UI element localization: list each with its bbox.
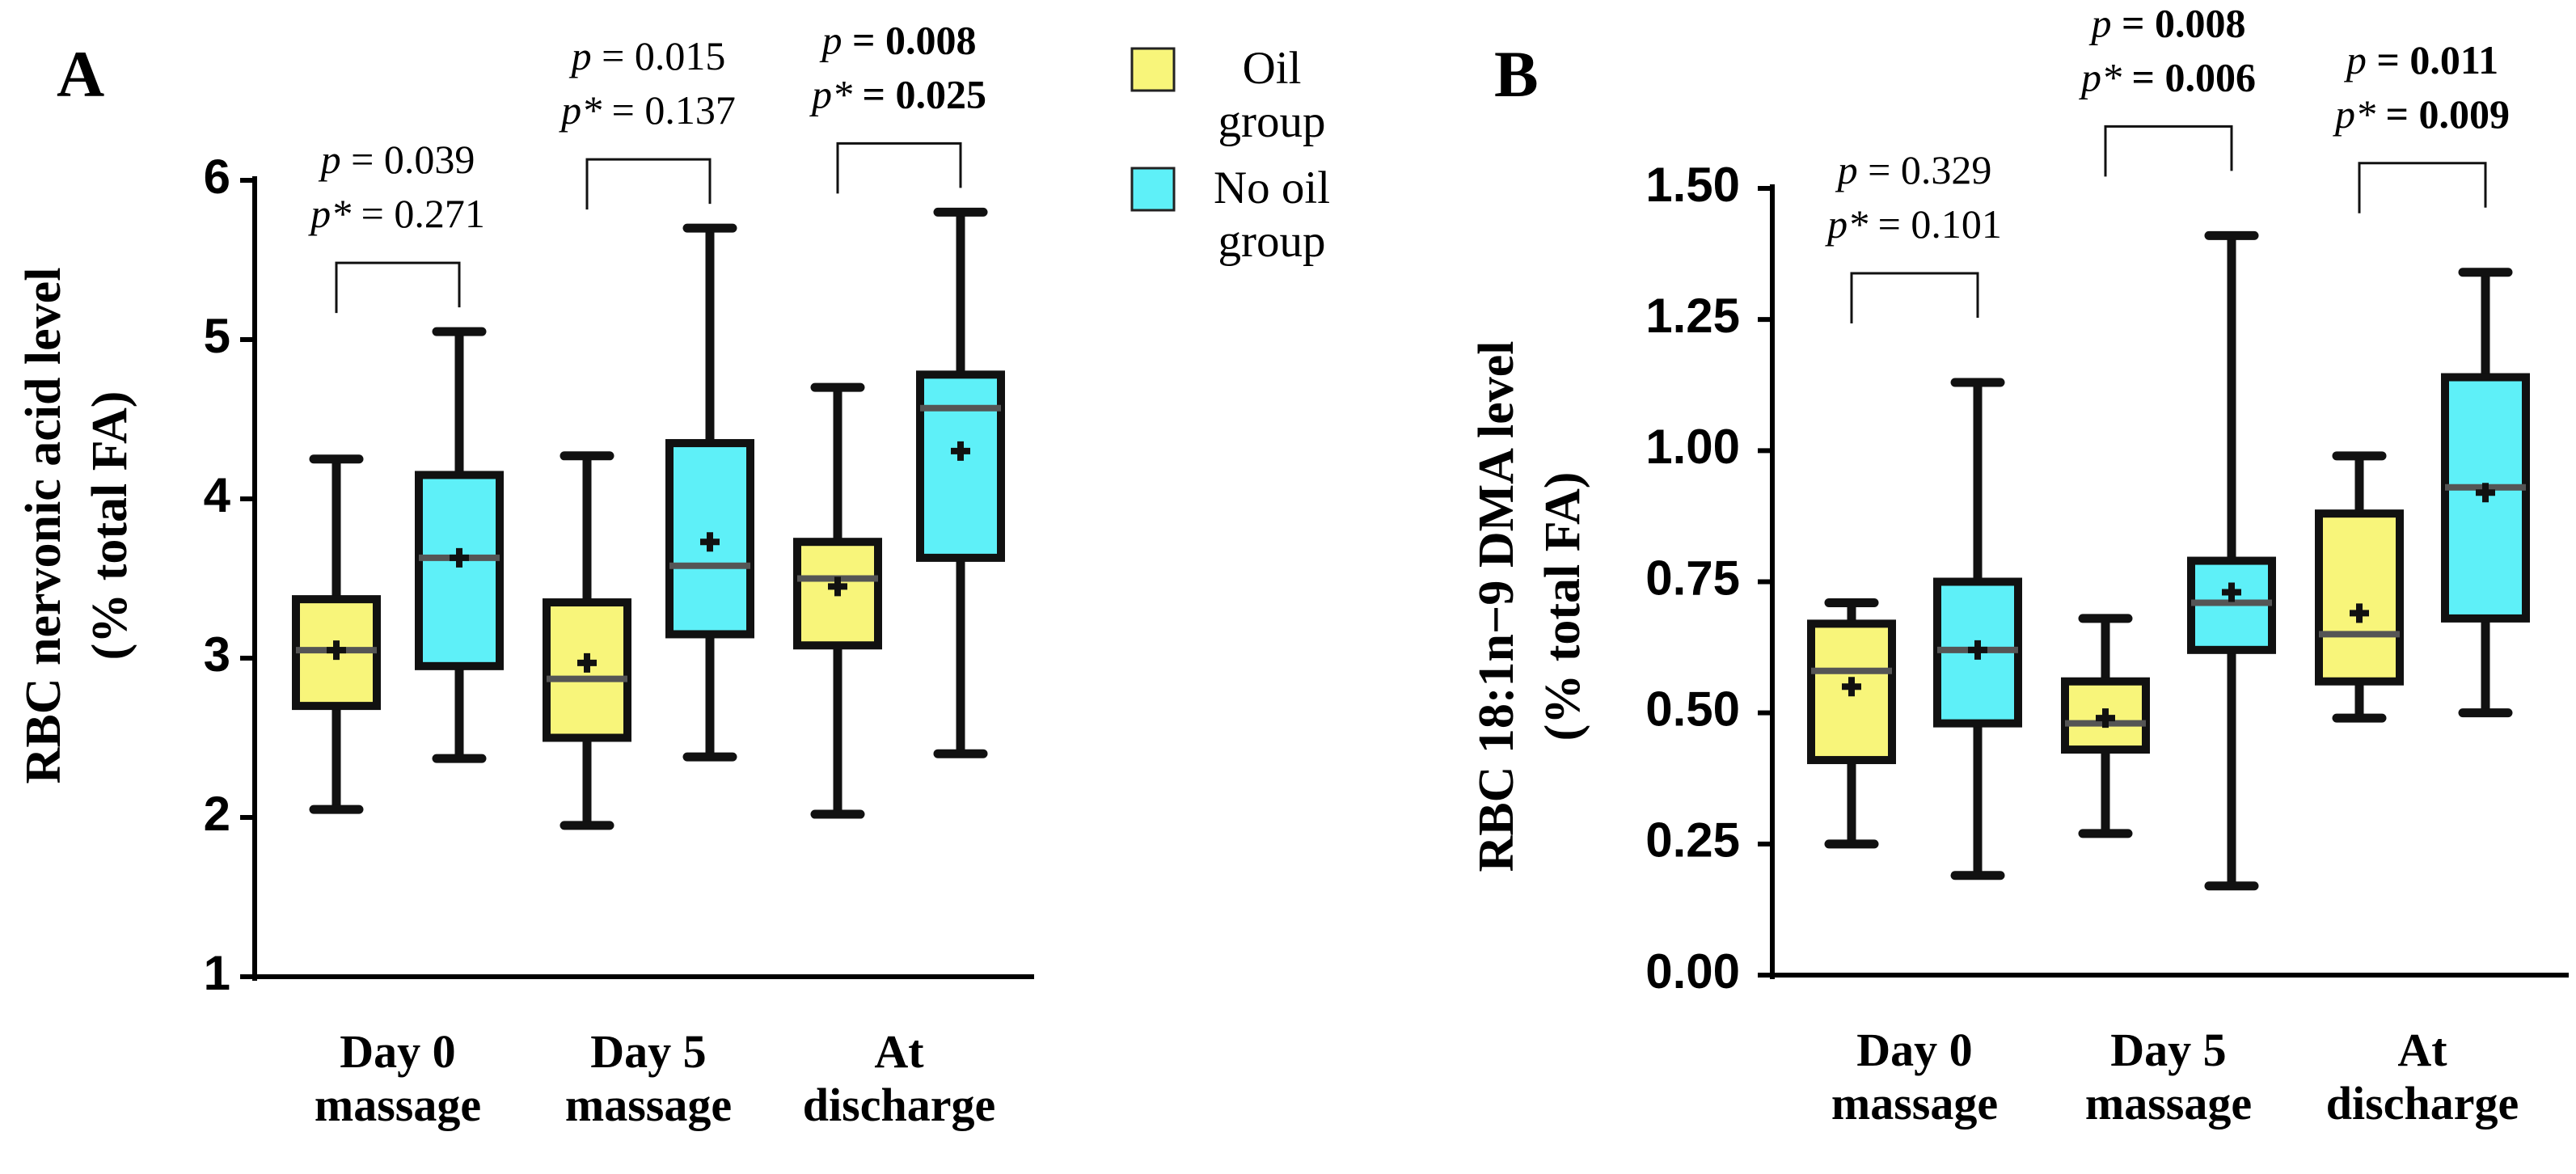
- p-value: p* = 0.271: [308, 192, 485, 237]
- mean-marker: [450, 547, 469, 568]
- p-number: = 0.008: [2122, 1, 2246, 46]
- y-tick-label: 2: [204, 787, 230, 841]
- significance-bracket: [1850, 272, 1979, 324]
- p-number: = 0.025: [863, 72, 987, 117]
- p-symbol: p*: [809, 72, 852, 117]
- y-tick-label: 6: [204, 150, 230, 204]
- p-symbol: p: [569, 34, 592, 79]
- x-tick-label: Day 5 massage: [2084, 1024, 2253, 1130]
- p-number: = 0.009: [2386, 91, 2511, 137]
- box: [415, 471, 504, 670]
- mean-marker: [577, 652, 597, 673]
- significance-bracket: [585, 158, 712, 210]
- y-axis-label: RBC nervonic acid level: [16, 268, 71, 784]
- p-number: = 0.137: [612, 88, 736, 133]
- p-value: p = 0.008: [820, 18, 977, 63]
- p-value: p* = 0.137: [559, 88, 736, 133]
- y-tick-label: 4: [204, 468, 231, 522]
- p-value: p = 0.015: [569, 34, 726, 79]
- panel-label: B: [1494, 37, 1539, 111]
- p-number: = 0.101: [1878, 201, 2002, 247]
- x-tick-label: At discharge: [2325, 1024, 2519, 1130]
- y-tick-label: 0.75: [1645, 551, 1740, 605]
- significance-bracket: [2358, 162, 2487, 213]
- p-value: p* = 0.025: [809, 72, 986, 117]
- p-symbol: p: [2089, 1, 2112, 46]
- y-tick-label: 0.25: [1645, 813, 1740, 868]
- p-symbol: p: [820, 18, 842, 63]
- x-tick-label: Day 5 massage: [564, 1025, 733, 1131]
- p-symbol: p: [319, 137, 341, 183]
- significance-bracket: [2104, 125, 2233, 177]
- p-value: p = 0.329: [1835, 147, 1992, 192]
- y-axis-label: (% total FA): [82, 391, 137, 661]
- y-tick-label: 1.00: [1645, 420, 1740, 474]
- box: [2315, 509, 2404, 686]
- p-number: = 0.008: [852, 18, 977, 63]
- mean-marker: [1842, 677, 1861, 697]
- p-value: p = 0.039: [319, 137, 475, 183]
- p-symbol: p: [1835, 147, 1858, 192]
- y-tick-label: 0.50: [1645, 682, 1740, 737]
- y-tick-label: 3: [204, 627, 230, 682]
- box: [916, 370, 1005, 562]
- legend-label: Oil group: [1218, 43, 1326, 147]
- p-number: = 0.015: [602, 34, 725, 79]
- x-tick-label: Day 0 massage: [1831, 1024, 1999, 1130]
- x-tick-label: Day 0 massage: [314, 1025, 482, 1131]
- p-symbol: p*: [308, 192, 351, 237]
- p-symbol: p*: [2333, 91, 2375, 137]
- p-number: = 0.271: [361, 192, 485, 237]
- p-number: = 0.006: [2132, 55, 2257, 100]
- p-number: = 0.011: [2376, 37, 2498, 82]
- p-value: p* = 0.101: [1825, 201, 2002, 247]
- y-tick-label: 5: [204, 309, 230, 363]
- p-value: p = 0.011: [2344, 37, 2498, 82]
- p-number: = 0.329: [1868, 147, 1991, 192]
- legend-swatch: [1130, 167, 1176, 212]
- mean-marker: [951, 441, 970, 461]
- panel-label: A: [57, 37, 104, 111]
- significance-bracket: [836, 141, 962, 194]
- significance-bracket: [335, 261, 461, 314]
- mean-marker: [828, 576, 847, 597]
- y-axis-label: RBC 18:1n−9 DMA level: [1469, 341, 1524, 872]
- mean-marker: [1968, 640, 1987, 660]
- p-symbol: p*: [1825, 201, 1868, 247]
- y-axis-label: (% total FA): [1535, 472, 1590, 741]
- p-value: p* = 0.009: [2333, 91, 2510, 137]
- p-symbol: p: [2344, 37, 2367, 82]
- p-symbol: p*: [559, 88, 602, 133]
- p-symbol: p*: [2079, 55, 2122, 100]
- legend-swatch: [1130, 47, 1176, 92]
- p-number: = 0.039: [351, 137, 475, 183]
- mean-marker: [2222, 582, 2241, 602]
- mean-marker: [2096, 708, 2115, 728]
- mean-marker: [700, 532, 720, 552]
- y-tick-label: 1: [204, 946, 230, 1000]
- x-tick-label: At discharge: [802, 1025, 996, 1131]
- mean-marker: [327, 640, 346, 661]
- y-tick-label: 1.25: [1645, 289, 1740, 343]
- mean-marker: [2476, 483, 2495, 503]
- legend-label: No oil group: [1213, 163, 1331, 267]
- y-tick-label: 0.00: [1645, 944, 1740, 999]
- y-tick-label: 1.50: [1645, 158, 1740, 212]
- mean-marker: [2350, 603, 2369, 623]
- p-value: p* = 0.006: [2079, 55, 2256, 100]
- box: [793, 538, 882, 650]
- p-value: p = 0.008: [2089, 1, 2246, 46]
